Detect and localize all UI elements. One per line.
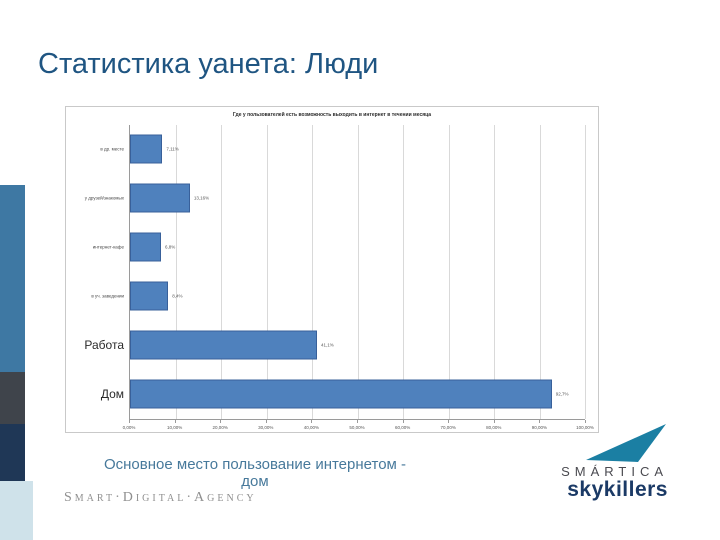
gridline: [357, 125, 359, 419]
bar: [130, 330, 317, 360]
left-stripe-blue: [0, 185, 25, 372]
chart-row: интернет-кафе 6,8%: [93, 223, 585, 272]
gridline: [494, 125, 495, 419]
plot-area: в др. месте 7,11% у друзей/знакомых 13,16% и…: [84, 125, 586, 420]
bar: [130, 379, 552, 409]
value-label: 8,4%: [172, 293, 183, 299]
x-tickmark: [493, 420, 495, 423]
x-tickmark: [265, 420, 267, 423]
smartica-logo: SMÁRTICA skykillers: [528, 424, 668, 502]
category-label: в уч. заведении: [91, 293, 124, 299]
gridline: [175, 125, 177, 419]
left-stripe-pale: [0, 481, 33, 540]
x-tickmark: [539, 420, 541, 423]
value-label: 7,11%: [166, 146, 179, 152]
x-tick-label: 100,00%: [576, 425, 594, 430]
x-tick-label: 30,00%: [258, 425, 274, 430]
agency-wordmark: Smart·Digital·Agency: [64, 490, 257, 505]
category-label: интернет-кафе: [92, 244, 124, 250]
chart-title: Где у пользователей есть возможность вых…: [232, 112, 432, 118]
x-tickmark: [357, 420, 358, 423]
x-tick-label: 10,00%: [166, 425, 183, 430]
bar: [130, 281, 169, 311]
bar: [130, 183, 190, 213]
x-tickmark: [174, 420, 176, 423]
category-label: в др. месте: [100, 146, 124, 152]
chart-row: у друзей/знакомых 13,16%: [85, 174, 585, 223]
x-tickmark: [129, 420, 130, 423]
slide-title: Статистика уанета: Люди: [38, 48, 379, 80]
x-tick-label: 50,00%: [349, 425, 365, 430]
chart-row: Дом 92,7%: [101, 370, 585, 419]
x-axis: 0,00% 10,00% 20,00% 30,00% 40,00% 50,00% 60,00…: [123, 420, 594, 435]
gridline: [221, 125, 222, 419]
chart-row: в уч. заведении 8,4%: [91, 272, 585, 321]
category-label: у друзей/знакомых: [84, 195, 124, 201]
logo-smartica-text: SMÁRTICA: [561, 464, 668, 479]
x-tickmark: [402, 420, 404, 423]
bar: [130, 232, 161, 262]
bar-chart-panel: Где у пользователей есть возможность вых…: [65, 106, 599, 433]
x-tick-label: 90,00%: [531, 425, 548, 430]
x-tick-label: 70,00%: [440, 425, 456, 430]
gridline: [266, 125, 268, 419]
chart-row: в др. месте 7,11%: [100, 125, 585, 174]
gridline: [448, 125, 450, 419]
x-tickmark: [311, 420, 313, 423]
x-tick-label: 20,00%: [212, 425, 228, 430]
gridline: [312, 125, 313, 419]
logo-sail-icon: [586, 424, 666, 462]
x-tickmark: [448, 420, 450, 423]
gridline: [539, 125, 541, 419]
x-tick-label: 60,00%: [394, 425, 411, 430]
chart-row: Работа 41,1%: [84, 321, 585, 370]
gridline: [585, 125, 586, 419]
x-tick-label: 0,00%: [122, 425, 136, 430]
x-tick-label: 40,00%: [303, 425, 320, 430]
category-label: Работа: [84, 338, 124, 353]
x-tickmark: [585, 420, 586, 423]
x-tickmark: [220, 420, 222, 423]
gridline: [403, 125, 404, 419]
left-stripe-charcoal: [0, 372, 25, 424]
slide-caption: Основное место пользование интернетом - …: [103, 456, 407, 490]
logo-skykillers-text: skykillers: [567, 478, 668, 501]
x-tick-label: 80,00%: [486, 425, 502, 430]
category-label: Дом: [100, 387, 124, 402]
value-label: 6,8%: [164, 244, 176, 250]
bar: [130, 134, 163, 164]
value-label: 92,7%: [555, 391, 569, 397]
value-label: 13,16%: [193, 195, 210, 201]
value-label: 41,1%: [321, 342, 334, 348]
left-stripe-navy: [0, 424, 25, 481]
